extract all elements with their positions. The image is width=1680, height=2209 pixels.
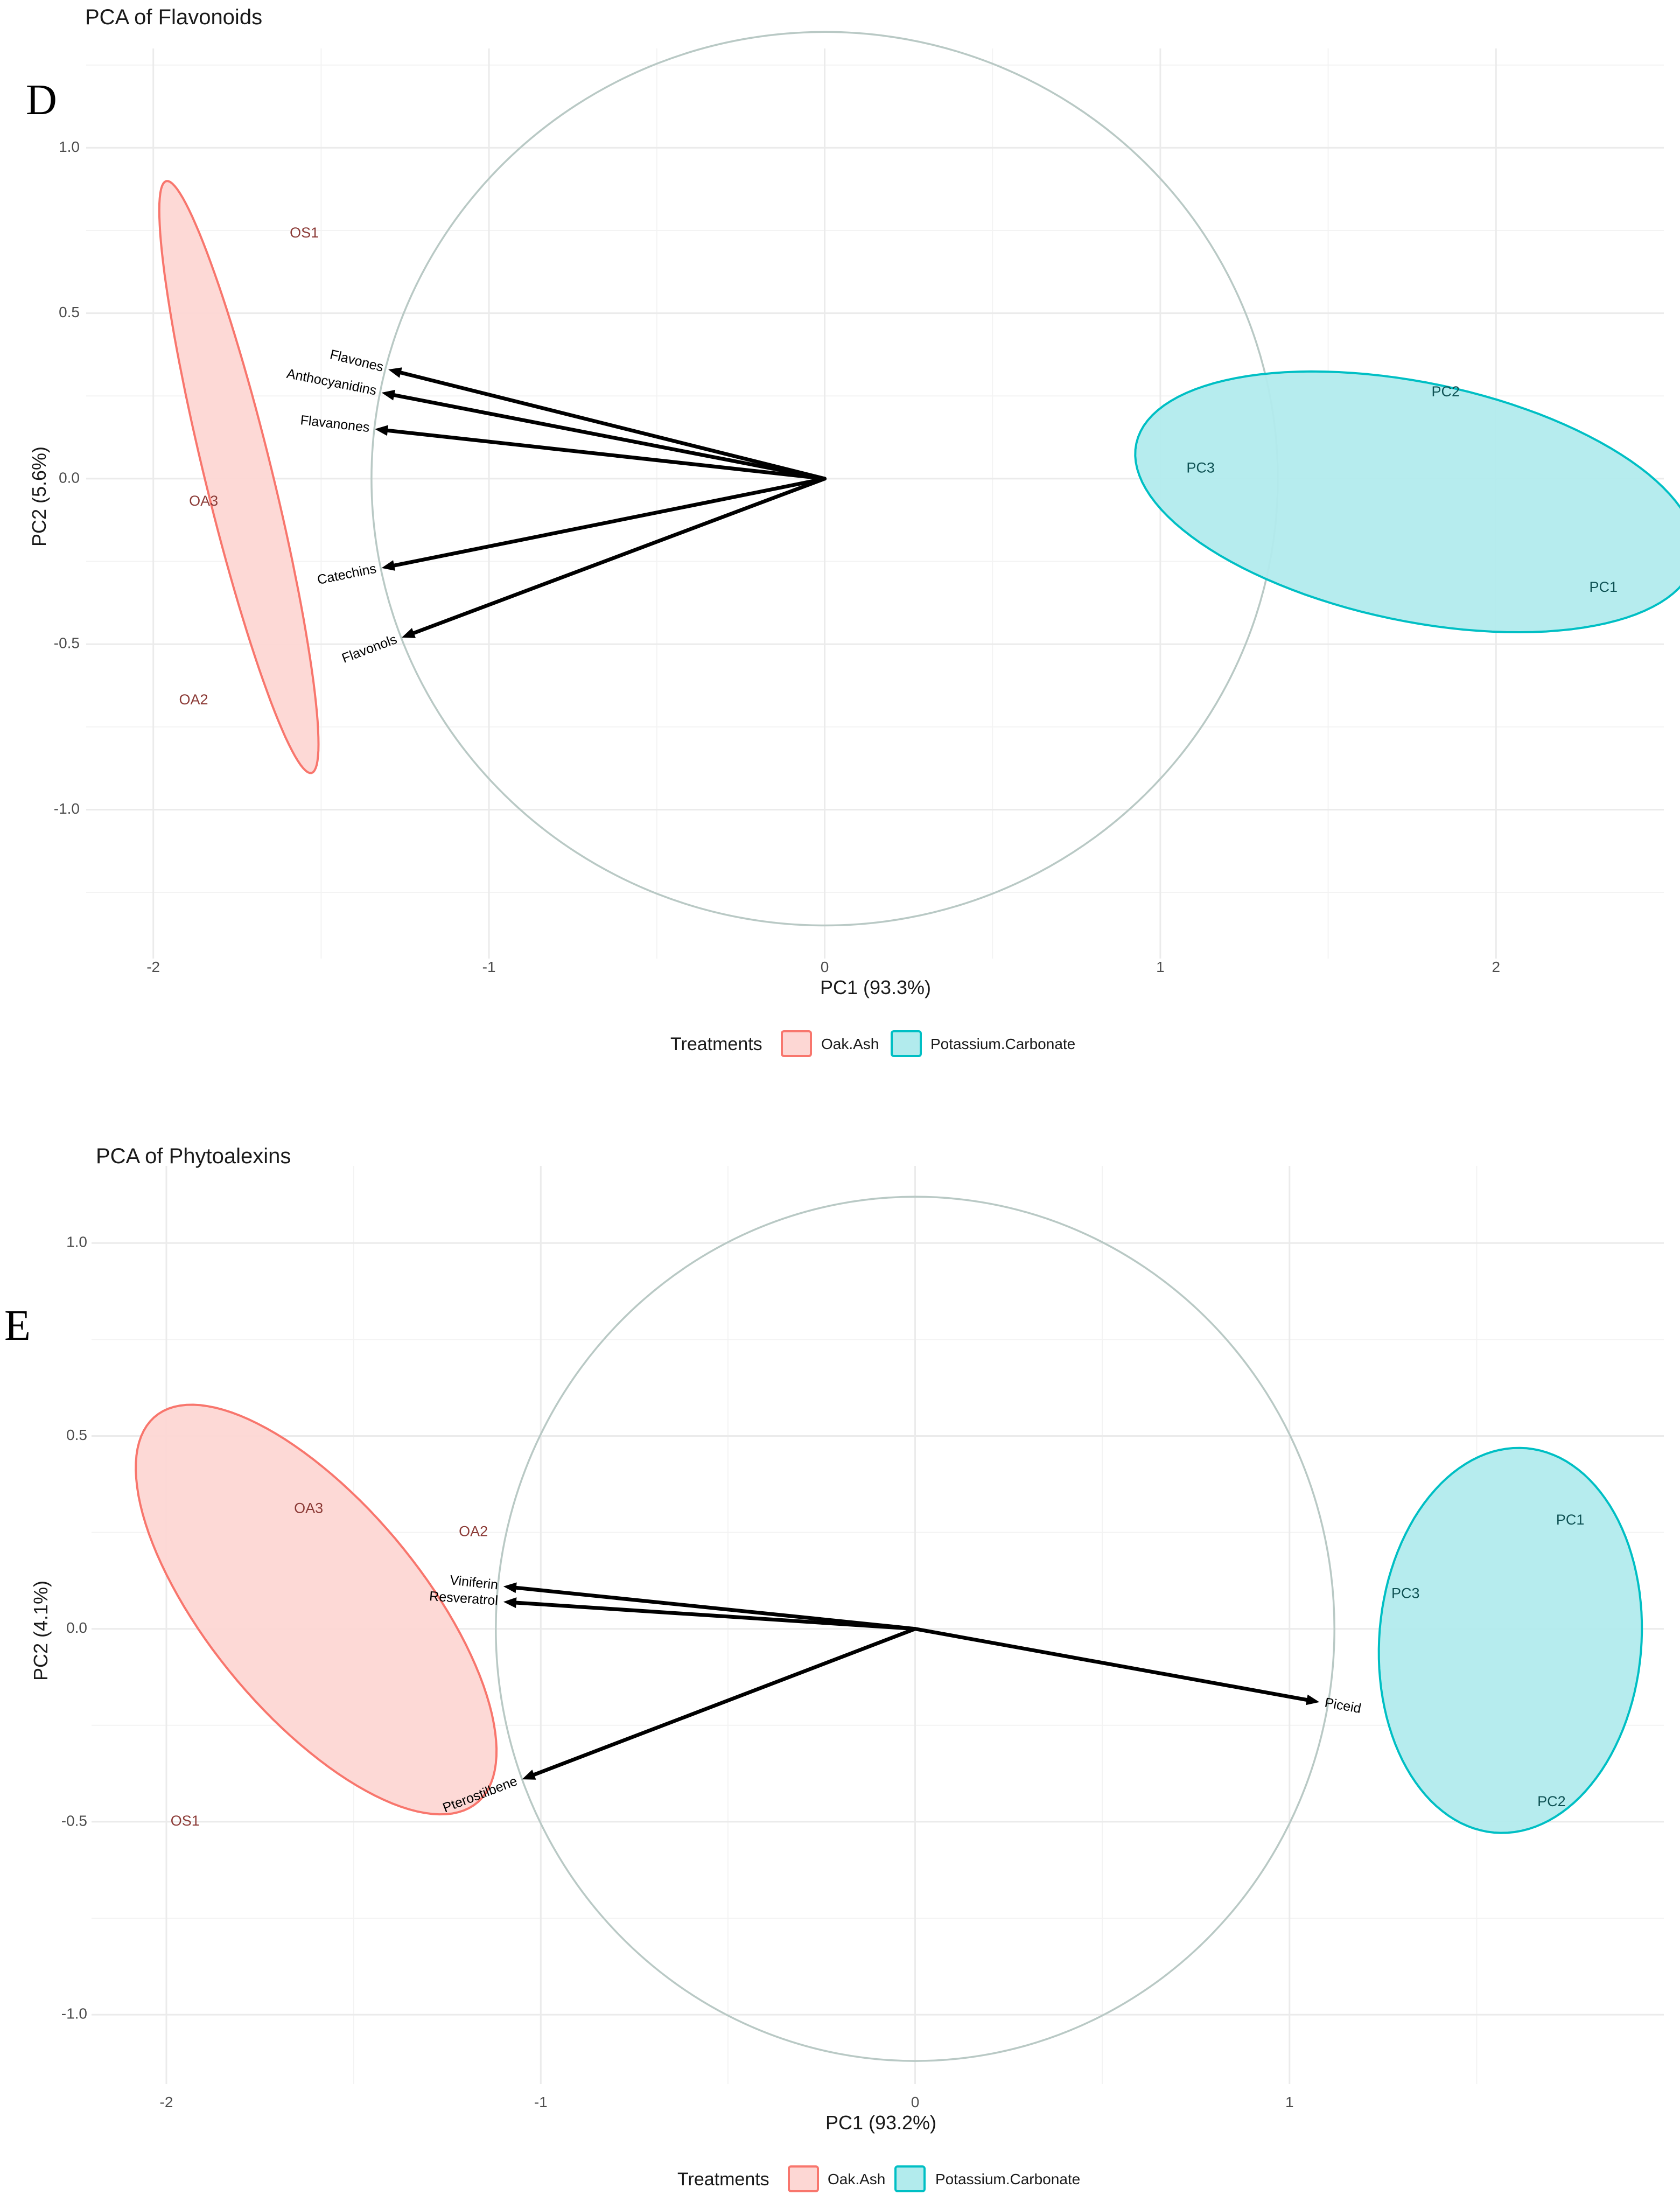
legend-swatch-oak-ash bbox=[781, 1030, 812, 1057]
x-ticks: -2 -1 0 1 bbox=[160, 2094, 1294, 2110]
legend: Treatments Oak.Ash Potassium.Carbonate bbox=[677, 2165, 1080, 2192]
y-tick-label: 1.0 bbox=[59, 138, 80, 155]
y-tick-label: 1.0 bbox=[66, 1234, 87, 1250]
x-tick-label: -2 bbox=[160, 2094, 173, 2110]
x-tick-label: -2 bbox=[146, 959, 160, 975]
y-tick-label: -0.5 bbox=[61, 1812, 87, 1829]
point-label-oa3: OA3 bbox=[189, 493, 218, 509]
x-tick-label: 1 bbox=[1285, 2094, 1294, 2110]
point-label-os1: OS1 bbox=[290, 225, 319, 241]
y-tick-label: 0.5 bbox=[66, 1427, 87, 1443]
vector-catechins bbox=[392, 477, 827, 568]
point-label-os1: OS1 bbox=[171, 1813, 200, 1829]
legend-swatch-potassium-carbonate bbox=[891, 1030, 922, 1057]
ellipses bbox=[135, 1403, 1643, 1834]
x-tick-label: 1 bbox=[1156, 959, 1165, 975]
y-tick-label: 0.0 bbox=[59, 469, 80, 486]
vector-viniferin bbox=[514, 1585, 917, 1631]
x-tick-label: -1 bbox=[482, 959, 496, 975]
legend-title: Treatments bbox=[670, 1034, 762, 1054]
grid bbox=[86, 48, 1664, 959]
legend-swatch-oak-ash bbox=[788, 2165, 819, 2192]
points: OS1 OA3 OA2 PC2 PC3 PC1 bbox=[179, 225, 1618, 708]
point-label-pc3: PC3 bbox=[1391, 1585, 1420, 1601]
panel-letter: E bbox=[4, 1302, 31, 1350]
x-tick-label: -1 bbox=[534, 2094, 548, 2110]
point-label-pc2: PC2 bbox=[1537, 1793, 1566, 1809]
correlation-circle-layer bbox=[495, 1196, 1335, 2062]
point-label-pc2: PC2 bbox=[1432, 383, 1460, 400]
panel-letter: D bbox=[26, 76, 57, 124]
y-tick-label: -1.0 bbox=[54, 800, 80, 817]
point-label-oa2: OA2 bbox=[459, 1523, 488, 1540]
y-axis-title: PC2 (5.6%) bbox=[28, 446, 50, 547]
legend-label-oak-ash: Oak.Ash bbox=[828, 2171, 885, 2187]
y-tick-label: 0.5 bbox=[59, 304, 80, 320]
vector-resveratrol bbox=[514, 1600, 917, 1631]
chart-title: PCA of Phytoalexins bbox=[96, 1144, 291, 1168]
legend-label-potassium-carbonate: Potassium.Carbonate bbox=[935, 2171, 1080, 2187]
panel-phytoalexins: PCA of Phytoalexins E ViniferinResveratr… bbox=[4, 1144, 1664, 2192]
vector-flavones bbox=[398, 371, 827, 481]
y-tick-label: 0.0 bbox=[66, 1619, 87, 1636]
points: OA3 OA2 OS1 PC1 PC3 PC2 bbox=[171, 1500, 1585, 1829]
x-axis-title: PC1 (93.3%) bbox=[820, 976, 931, 998]
vector-pterostilbene bbox=[532, 1627, 917, 1777]
vector-arrowhead-resveratrol bbox=[503, 1597, 517, 1609]
vector-arrowhead-catechins bbox=[381, 560, 396, 571]
y-ticks: -1.0 -0.5 0.0 0.5 1.0 bbox=[61, 1234, 87, 2022]
y-tick-label: -1.0 bbox=[61, 2005, 87, 2022]
point-label-oa3: OA3 bbox=[294, 1500, 323, 1516]
ellipse-potassium-carbonate bbox=[1134, 370, 1680, 634]
vector-arrowhead-anthocyanidins bbox=[381, 389, 396, 401]
x-tick-label: 2 bbox=[1492, 959, 1501, 975]
legend-label-potassium-carbonate: Potassium.Carbonate bbox=[930, 1036, 1075, 1052]
vector-arrowhead-flavonols bbox=[402, 628, 416, 638]
legend: Treatments Oak.Ash Potassium.Carbonate bbox=[670, 1030, 1075, 1057]
y-tick-label: -0.5 bbox=[54, 635, 80, 652]
y-ticks: -1.0 -0.5 0.0 0.5 1.0 bbox=[54, 138, 80, 817]
x-tick-label: 0 bbox=[821, 959, 829, 975]
x-axis-title: PC1 (93.2%) bbox=[825, 2112, 936, 2134]
legend-title: Treatments bbox=[677, 2169, 769, 2190]
point-label-oa2: OA2 bbox=[179, 691, 208, 708]
x-tick-label: 0 bbox=[911, 2094, 920, 2110]
point-label-pc1: PC1 bbox=[1590, 579, 1618, 595]
vector-arrowhead-piceid bbox=[1306, 1694, 1320, 1705]
legend-label-oak-ash: Oak.Ash bbox=[821, 1036, 879, 1052]
chart-title: PCA of Flavonoids bbox=[85, 5, 262, 29]
ellipses bbox=[158, 180, 1680, 774]
y-axis-title: PC2 (4.1%) bbox=[30, 1581, 52, 1681]
vector-anthocyanidins bbox=[392, 393, 827, 481]
vector-arrowhead-flavones bbox=[388, 367, 402, 378]
vector-piceid bbox=[913, 1627, 1309, 1702]
x-ticks: -2 -1 0 1 2 bbox=[146, 959, 1500, 975]
point-label-pc1: PC1 bbox=[1556, 1512, 1585, 1528]
panel-flavonoids: PCA of Flavonoids D FlavonesAnthocyanidi… bbox=[26, 5, 1680, 1057]
vector-flavanones bbox=[386, 428, 827, 481]
correlation-circle bbox=[495, 1196, 1335, 2062]
point-label-pc3: PC3 bbox=[1186, 460, 1215, 476]
ellipse-oak-ash bbox=[158, 180, 320, 774]
ellipse-potassium-carbonate bbox=[1377, 1446, 1643, 1834]
vector-arrowhead-flavanones bbox=[375, 425, 389, 436]
vector-arrowhead-viniferin bbox=[503, 1582, 517, 1593]
ellipse-oak-ash bbox=[135, 1403, 498, 1816]
legend-swatch-potassium-carbonate bbox=[894, 2165, 926, 2192]
vector-arrowhead-pterostilbene bbox=[522, 1770, 536, 1780]
vector-flavonols bbox=[412, 477, 827, 635]
